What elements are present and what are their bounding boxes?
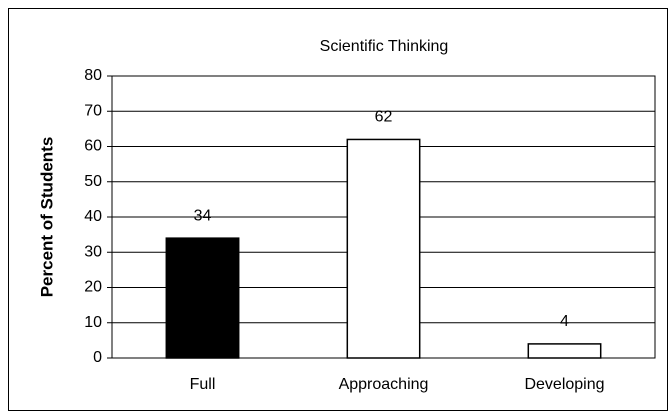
- bar: [165, 237, 240, 359]
- y-tick-label: 40: [84, 208, 102, 225]
- y-tick-label: 0: [93, 349, 102, 366]
- y-tick-label: 80: [84, 67, 102, 84]
- chart-title: Scientific Thinking: [320, 38, 449, 55]
- x-tick-label: Full: [190, 376, 216, 393]
- y-tick-label: 50: [84, 173, 102, 190]
- data-label: 34: [194, 207, 212, 224]
- data-label: 62: [375, 109, 393, 126]
- x-tick-label: Developing: [524, 376, 604, 393]
- y-tick-label: 10: [84, 314, 102, 331]
- y-axis-label: Percent of Students: [37, 137, 56, 298]
- y-tick-label: 60: [84, 138, 102, 155]
- bar: [346, 138, 421, 359]
- data-label: 4: [560, 313, 569, 330]
- y-tick-label: 30: [84, 243, 102, 260]
- y-tick-label: 20: [84, 279, 102, 296]
- x-tick-label: Approaching: [339, 376, 429, 393]
- y-tick-label: 70: [84, 102, 102, 119]
- bar: [527, 343, 602, 359]
